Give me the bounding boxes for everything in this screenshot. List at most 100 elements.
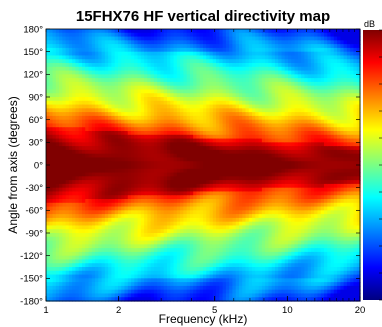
heatmap-cell [95,70,99,75]
heatmap-cell [150,214,155,219]
heatmap-cell [229,282,234,287]
heatmap-cell [65,199,70,204]
heatmap-cell [258,89,263,94]
heatmap-cell [160,274,165,279]
heatmap-cell [183,255,188,261]
heatmap-cell [49,195,54,200]
heatmap-cell [160,115,165,121]
heatmap-cell [101,70,106,75]
heatmap-cell [134,267,139,272]
heatmap-cell [91,165,96,170]
heatmap-cell [101,282,106,287]
heatmap-cell [108,36,113,41]
heatmap-cell [111,187,116,193]
heatmap-cell [252,267,256,272]
heatmap-cell [65,115,70,121]
heatmap-cell [150,229,155,234]
heatmap-cell [183,176,188,181]
heatmap-cell [98,289,103,295]
heatmap-cell [183,119,188,125]
heatmap-cell [68,59,73,64]
heatmap-cell [222,85,227,91]
heatmap-cell [49,240,54,245]
heatmap-cell [268,221,273,227]
heatmap-cell [52,89,57,94]
heatmap-cell [131,225,135,230]
heatmap-cell [131,244,135,249]
heatmap-cell [255,63,260,68]
heatmap-cell [216,176,220,181]
heatmap-cell [52,112,57,117]
heatmap-cell [153,55,158,60]
heatmap-cell [235,263,240,268]
heatmap-cell [59,168,63,174]
heatmap-cell [95,199,99,204]
heatmap-cell [255,104,260,109]
heatmap-cell [140,236,145,242]
heatmap-cell [59,289,63,295]
heatmap-cell [131,112,135,117]
heatmap-cell [150,127,155,132]
heatmap-cell [85,267,90,272]
heatmap-cell [229,32,234,38]
heatmap-cell [127,161,132,166]
heatmap-cell [271,78,276,83]
heatmap-cell [160,70,165,75]
heatmap-cell [219,255,224,261]
heatmap-cell [101,138,106,143]
heatmap-cell [186,221,191,227]
heatmap-cell [225,225,230,230]
heatmap-cell [52,233,57,238]
heatmap-cell [68,225,73,230]
heatmap-cell [173,191,178,196]
heatmap-cell [261,51,266,57]
heatmap-cell [193,278,198,283]
heatmap-cell [186,44,191,49]
heatmap-cell [261,55,266,60]
heatmap-cell [248,172,253,177]
heatmap-cell [199,36,204,41]
heatmap-cell [232,44,237,49]
heatmap-cell [137,153,142,159]
heatmap-cell [170,59,175,64]
heatmap-cell [75,217,80,223]
heatmap-cell [59,278,63,283]
heatmap-cell [72,81,77,87]
heatmap-cell [124,233,129,238]
heatmap-cell [160,233,165,238]
heatmap-cell [245,134,250,140]
heatmap-cell [153,161,158,166]
heatmap-cell [137,259,142,264]
heatmap-cell [170,44,175,49]
heatmap-cell [206,55,211,60]
heatmap-cell [206,233,211,238]
heatmap-cell [55,32,60,38]
heatmap-cell [85,66,90,72]
heatmap-cell [75,278,80,283]
heatmap-cell [55,112,60,117]
heatmap-cell [173,289,178,295]
heatmap-cell [117,93,122,98]
heatmap-cell [265,47,270,53]
heatmap-cell [72,263,77,268]
heatmap-cell [235,44,240,49]
heatmap-cell [203,142,207,147]
heatmap-cell [137,134,142,140]
heatmap-cell [235,78,240,83]
heatmap-cell [104,248,109,253]
heatmap-cell [252,108,256,113]
heatmap-cell [203,36,207,41]
heatmap-cell [238,44,243,49]
heatmap-cell [75,40,80,45]
heatmap-cell [238,274,243,279]
heatmap-cell [258,55,263,60]
heatmap-cell [261,221,266,227]
heatmap-cell [212,157,217,162]
heatmap-cell [153,251,158,257]
heatmap-cell [255,157,260,162]
heatmap-cell [160,51,165,57]
heatmap-cell [248,244,253,249]
heatmap-cell [72,259,77,264]
heatmap-cell [229,229,234,234]
heatmap-cell [225,104,230,109]
